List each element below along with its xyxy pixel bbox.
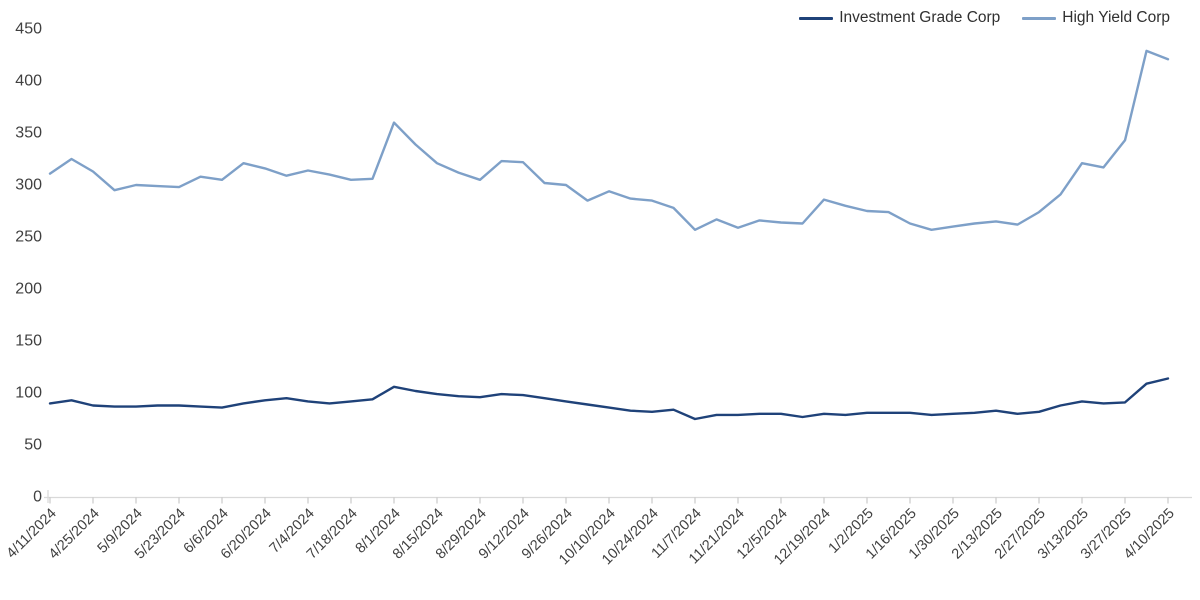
- y-axis-tick-label: 150: [15, 333, 42, 350]
- legend-label-investment-grade: Investment Grade Corp: [839, 9, 1001, 26]
- chart-legend: Investment Grade Corp High Yield Corp: [799, 9, 1170, 27]
- y-axis-tick-label: 50: [24, 437, 42, 454]
- y-axis-tick-label: 100: [15, 385, 42, 402]
- y-axis-tick-label: 250: [15, 229, 42, 246]
- legend-line-icon-investment-grade: [799, 16, 834, 20]
- y-axis-tick-label: 0: [33, 489, 42, 506]
- investment-grade-line: [48, 377, 1170, 421]
- legend-label-high-yield: High Yield Corp: [1062, 9, 1170, 26]
- legend-item-investment-grade-corp: Investment Grade Corp: [799, 9, 1000, 27]
- high-yield-line: [48, 49, 1170, 232]
- y-axis-tick-label: 350: [15, 125, 42, 142]
- y-axis-tick-label: 200: [15, 281, 42, 298]
- y-axis-tick-label: 400: [15, 73, 42, 90]
- legend-item-high-yield-corp: High Yield Corp: [1022, 9, 1170, 27]
- legend-line-icon-high-yield: [1022, 16, 1057, 20]
- y-axis-tick-label: 450: [15, 21, 42, 38]
- y-axis-tick-label: 300: [15, 177, 42, 194]
